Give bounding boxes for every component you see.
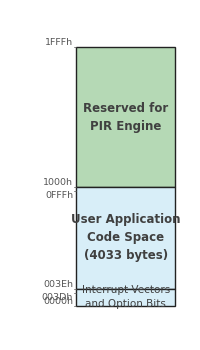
Text: Interrupt Vectors
and Option Bits: Interrupt Vectors and Option Bits bbox=[82, 285, 170, 309]
Text: 0000h: 0000h bbox=[43, 297, 73, 306]
Text: Reserved for
PIR Engine: Reserved for PIR Engine bbox=[83, 102, 168, 133]
Bar bbox=[76, 47, 175, 187]
Bar bbox=[76, 288, 175, 306]
Text: 1000h: 1000h bbox=[43, 178, 73, 187]
Text: 0FFFh: 0FFFh bbox=[45, 191, 73, 201]
Text: User Application
Code Space
(4033 bytes): User Application Code Space (4033 bytes) bbox=[71, 213, 180, 262]
Text: 003Dh: 003Dh bbox=[42, 293, 73, 302]
Text: 003Eh: 003Eh bbox=[43, 280, 73, 288]
Text: 1FFFh: 1FFFh bbox=[45, 38, 73, 47]
Bar bbox=[76, 187, 175, 288]
